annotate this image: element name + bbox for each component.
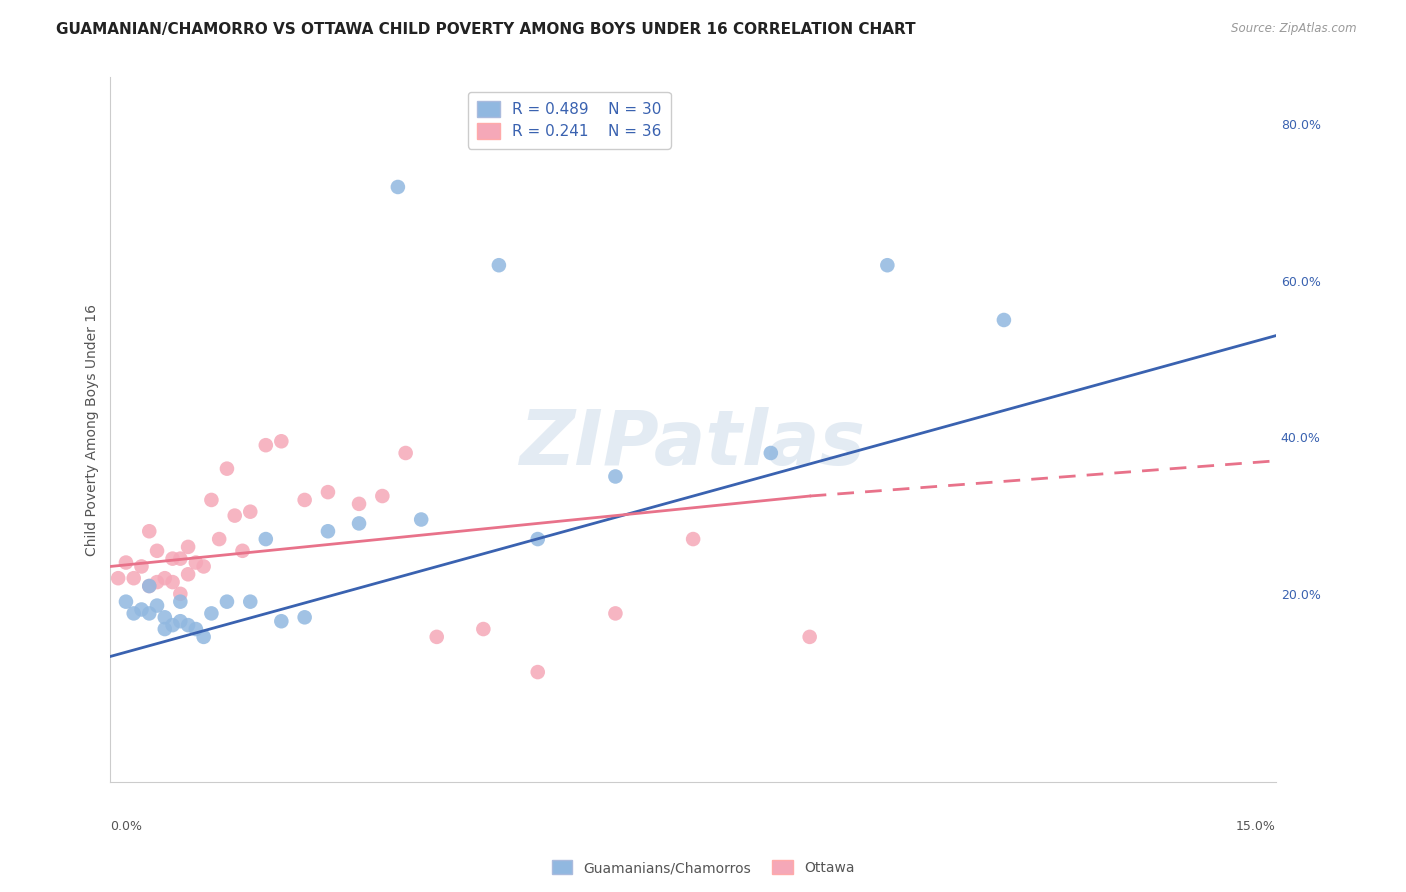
Point [138,579,160,593]
Point [395,446,418,460]
Point [239,595,262,609]
Point [169,614,191,628]
Point [200,492,222,507]
Point [876,258,898,272]
Point [472,622,495,636]
Point [270,434,292,449]
Point [239,505,262,519]
Text: 0.0%: 0.0% [111,821,142,833]
Point [138,579,160,593]
Point [115,595,138,609]
Point [153,610,176,624]
Point [208,532,231,546]
Point [169,551,191,566]
Text: 15.0%: 15.0% [1236,821,1275,833]
Point [177,567,200,582]
Point [162,551,184,566]
Point [146,543,169,558]
Point [347,516,370,531]
Point [177,618,200,632]
Point [169,595,191,609]
Point [122,607,145,621]
Point [347,497,370,511]
Point [270,614,292,628]
Text: Source: ZipAtlas.com: Source: ZipAtlas.com [1232,22,1357,36]
Point [184,556,207,570]
Point [426,630,449,644]
Point [131,559,153,574]
Point [224,508,246,523]
Text: GUAMANIAN/CHAMORRO VS OTTAWA CHILD POVERTY AMONG BOYS UNDER 16 CORRELATION CHART: GUAMANIAN/CHAMORRO VS OTTAWA CHILD POVER… [56,22,915,37]
Point [294,610,316,624]
Point [169,587,191,601]
Point [162,618,184,632]
Point [115,556,138,570]
Point [131,602,153,616]
Point [138,524,160,539]
Point [526,665,548,679]
Point [193,630,215,644]
Legend: Guamanians/Chamorros, Ottawa: Guamanians/Chamorros, Ottawa [546,855,860,880]
Point [526,532,548,546]
Point [316,485,339,500]
Point [193,559,215,574]
Text: ZIPatlas: ZIPatlas [520,407,866,481]
Point [294,492,316,507]
Point [799,630,821,644]
Point [153,571,176,585]
Point [411,512,433,526]
Point [122,571,145,585]
Point [387,180,409,194]
Point [682,532,704,546]
Point [162,575,184,590]
Point [993,313,1015,327]
Point [488,258,510,272]
Point [254,438,277,452]
Point [138,607,160,621]
Point [146,599,169,613]
Point [759,446,782,460]
Legend: R = 0.489    N = 30, R = 0.241    N = 36: R = 0.489 N = 30, R = 0.241 N = 36 [468,92,671,149]
Point [605,607,627,621]
Point [215,461,238,475]
Point [177,540,200,554]
Point [215,595,238,609]
Point [231,543,253,558]
Point [605,469,627,483]
Point [200,607,222,621]
Y-axis label: Child Poverty Among Boys Under 16: Child Poverty Among Boys Under 16 [86,303,100,556]
Point [184,622,207,636]
Point [153,622,176,636]
Point [107,571,129,585]
Point [316,524,339,539]
Point [371,489,394,503]
Point [146,575,169,590]
Point [254,532,277,546]
